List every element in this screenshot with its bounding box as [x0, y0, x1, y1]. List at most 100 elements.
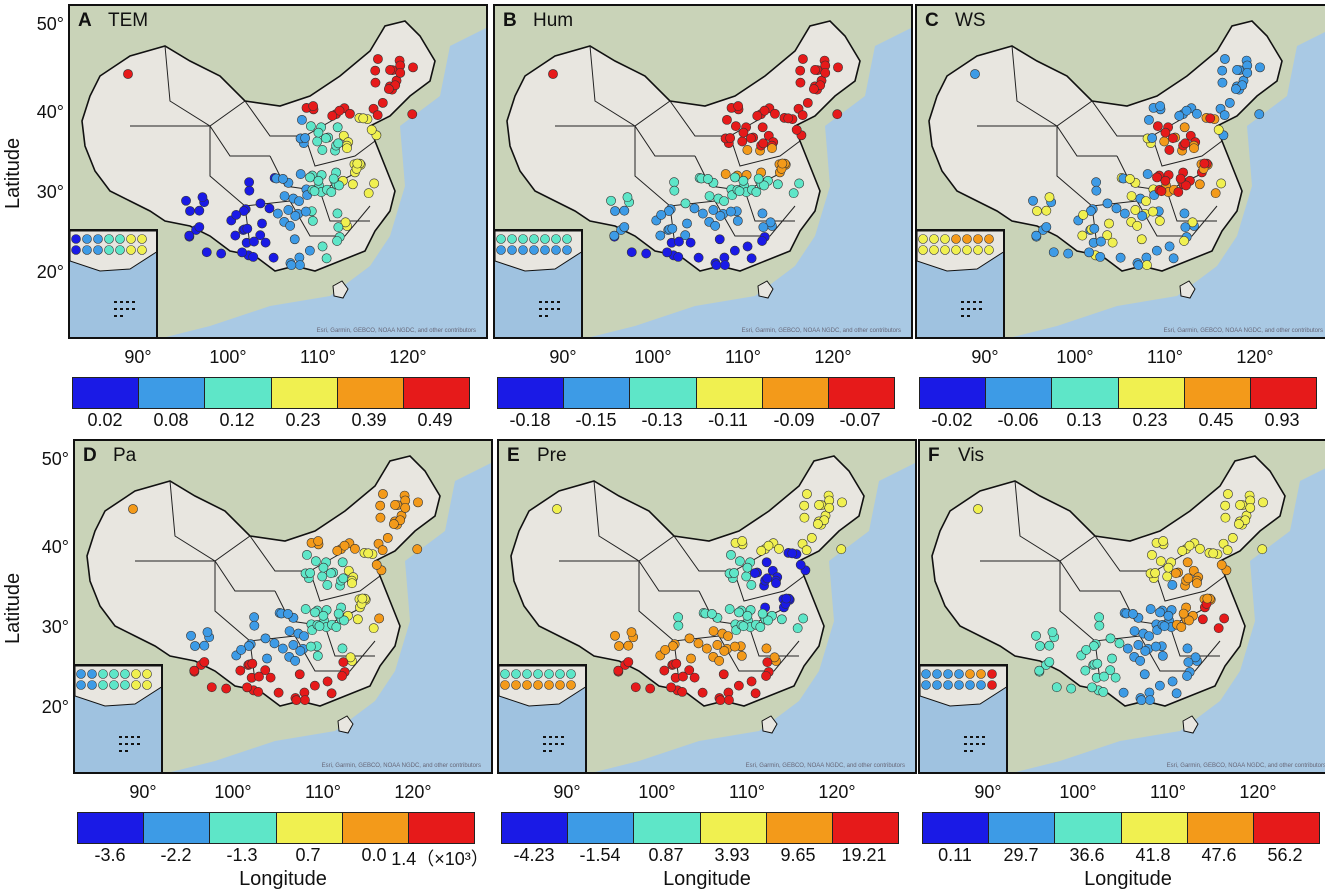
- station-point: [375, 512, 386, 523]
- station-point: [1182, 557, 1193, 568]
- station-point: [745, 133, 756, 144]
- south-china-sea-inset: [495, 229, 583, 337]
- station-point: [326, 688, 337, 699]
- station-point: [548, 69, 558, 79]
- station-point: [235, 665, 246, 676]
- inset-station-point: [93, 234, 103, 244]
- station-point: [358, 113, 369, 124]
- inset-station-point: [126, 245, 136, 255]
- station-point: [1230, 84, 1241, 94]
- station-point: [1031, 230, 1042, 241]
- station-point: [333, 608, 344, 619]
- station-point: [738, 127, 749, 138]
- station-point: [1159, 136, 1170, 147]
- station-point: [1232, 65, 1242, 75]
- station-point: [746, 253, 757, 264]
- south-china-sea-inset: [499, 664, 587, 772]
- station-point: [306, 641, 316, 652]
- province-boundary: [1154, 570, 1226, 602]
- station-point: [395, 67, 406, 78]
- station-point: [680, 198, 691, 209]
- panel-letter: E: [507, 445, 520, 466]
- station-point: [337, 671, 347, 681]
- station-point: [1155, 101, 1166, 111]
- inset-station-point: [98, 669, 108, 679]
- station-point: [1147, 550, 1157, 560]
- station-point: [1222, 545, 1233, 556]
- station-point: [283, 608, 293, 619]
- station-point: [1104, 218, 1114, 229]
- station-point: [1178, 608, 1189, 619]
- station-point: [413, 497, 423, 508]
- map-frame: Esri, Garmin, GEBCO, NOAA NGDC, and othe…: [915, 4, 1325, 339]
- station-point: [1107, 237, 1118, 248]
- province-boundary: [214, 561, 296, 642]
- station-point: [194, 222, 205, 232]
- station-point: [247, 658, 258, 669]
- station-point: [1194, 179, 1205, 190]
- station-point: [265, 672, 276, 683]
- station-point: [378, 489, 388, 499]
- legend-value: -2.2: [160, 845, 192, 865]
- legend-swatch: [920, 378, 987, 408]
- inset-station-point: [496, 234, 506, 244]
- province-boundary: [1151, 135, 1223, 167]
- panel-letter: F: [928, 445, 940, 466]
- variable-name: Pa: [113, 445, 137, 466]
- station-point: [1139, 669, 1150, 680]
- station-point: [1171, 688, 1182, 699]
- color-legend: [497, 377, 895, 409]
- station-point: [345, 108, 355, 119]
- station-point: [802, 97, 813, 108]
- station-point: [1092, 658, 1103, 669]
- station-point: [1164, 145, 1175, 155]
- inset-station-point: [918, 245, 928, 255]
- station-point: [300, 133, 311, 143]
- basemap-credit: Esri, Garmin, GEBCO, NOAA NGDC, and othe…: [1166, 763, 1325, 769]
- longitude-tick: 110°: [729, 782, 765, 802]
- station-point: [776, 614, 787, 625]
- station-point: [260, 633, 271, 644]
- station-point: [1254, 109, 1265, 120]
- station-point: [770, 108, 780, 119]
- south-china-sea-inset: [920, 664, 1008, 772]
- legend-value: 29.7: [1003, 845, 1039, 865]
- station-point: [255, 198, 266, 209]
- x-axis-label: Longitude: [1084, 868, 1172, 890]
- legend-swatch: [1052, 378, 1119, 408]
- longitude-tick: 90°: [549, 347, 577, 367]
- inset-station-point: [142, 680, 152, 690]
- province-boundary: [980, 560, 1120, 592]
- station-point: [313, 175, 324, 186]
- latitude-tick: 50°: [41, 449, 69, 469]
- station-point: [794, 178, 805, 189]
- station-point: [1154, 215, 1165, 226]
- station-point: [291, 695, 302, 706]
- longitude-tick: 120°: [814, 347, 852, 367]
- station-point: [808, 84, 819, 94]
- station-point: [264, 203, 275, 214]
- station-point: [1140, 646, 1151, 656]
- legend-value: 56.2: [1267, 845, 1303, 865]
- station-point: [1179, 208, 1190, 219]
- panel-letter: C: [925, 10, 939, 31]
- station-point: [792, 623, 803, 634]
- legend-value: 0.0: [361, 845, 387, 865]
- station-point: [1077, 230, 1088, 241]
- station-point: [253, 687, 264, 697]
- legend-swatch: [498, 378, 565, 408]
- longitude-tick: 120°: [389, 347, 427, 367]
- station-point: [300, 604, 311, 614]
- station-point: [1105, 665, 1116, 676]
- basemap: [917, 6, 1325, 337]
- legend-value: 0.39: [351, 410, 387, 430]
- station-point: [750, 688, 761, 699]
- latitude-tick: 50°: [36, 14, 64, 34]
- longitude-tick: 120°: [394, 782, 432, 802]
- legend-swatch: [568, 813, 635, 843]
- station-point: [810, 65, 820, 75]
- station-point: [248, 252, 259, 262]
- station-point: [371, 559, 382, 570]
- station-point: [286, 260, 297, 271]
- station-point: [283, 205, 294, 215]
